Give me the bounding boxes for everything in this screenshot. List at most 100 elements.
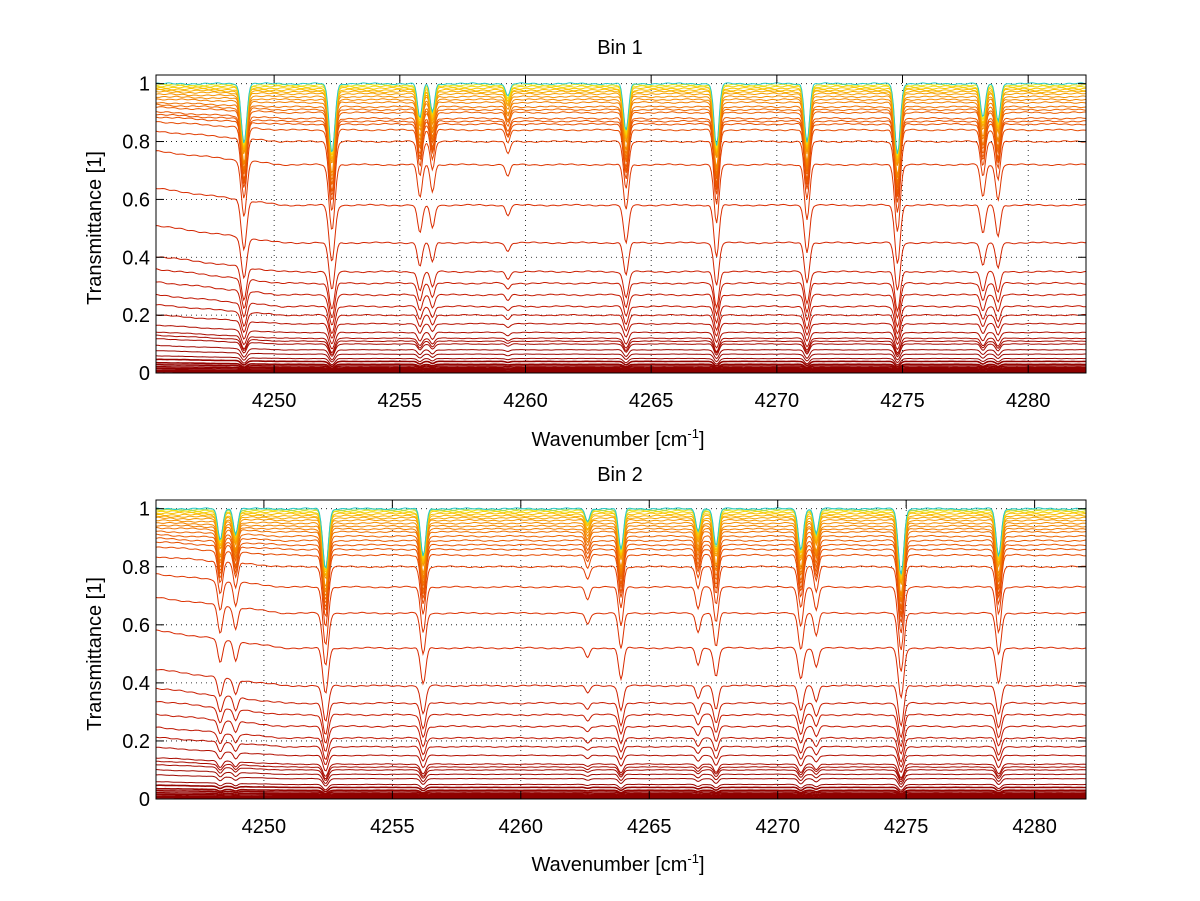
x-tick-label: 4265 bbox=[627, 816, 672, 838]
series-line bbox=[156, 764, 1086, 783]
series-line bbox=[156, 510, 1086, 578]
series-line bbox=[156, 187, 1086, 264]
series-line bbox=[156, 713, 1086, 755]
series-line bbox=[156, 513, 1086, 582]
series-line bbox=[156, 533, 1086, 611]
y-tick-label: 1 bbox=[139, 74, 150, 96]
series-line bbox=[156, 519, 1086, 595]
series-line bbox=[156, 629, 1086, 700]
series-line bbox=[156, 367, 1086, 372]
series-line bbox=[156, 793, 1086, 798]
series-line bbox=[156, 150, 1086, 232]
series-line bbox=[156, 366, 1086, 371]
y-tick-label: 0.2 bbox=[122, 731, 150, 753]
chart-bin-2: Bin 2 Transmittance [1] Wavenumber [cm-1… bbox=[84, 464, 1087, 876]
series-line bbox=[156, 95, 1086, 176]
x-tick-label: 4250 bbox=[252, 390, 297, 412]
y-tick-label: 1 bbox=[139, 499, 150, 521]
y-tick-label: 0 bbox=[139, 789, 150, 811]
chart-bin-1: Bin 1 Transmittance [1] Wavenumber [cm-1… bbox=[84, 37, 1087, 451]
y-tick-label: 0.8 bbox=[122, 557, 150, 579]
chart-title: Bin 2 bbox=[597, 464, 643, 486]
y-tick-label: 0.2 bbox=[122, 305, 150, 327]
x-tick-label: 4280 bbox=[1006, 390, 1051, 412]
plot-area: 4250 4255 4260 4265 4270 4275 4280 0 0.2 0.4 0.6 0.… bbox=[122, 499, 1087, 838]
series-line bbox=[156, 700, 1086, 748]
series-line bbox=[156, 363, 1086, 371]
series-line bbox=[156, 596, 1086, 672]
series-line bbox=[156, 102, 1086, 183]
series-line bbox=[156, 355, 1086, 366]
series-line bbox=[156, 507, 1086, 575]
series-line bbox=[156, 508, 1086, 576]
x-axis-label: Wavenumber [cm-1] bbox=[531, 851, 704, 876]
series-line bbox=[156, 338, 1086, 358]
y-tick-label: 0.4 bbox=[122, 673, 150, 695]
x-tick-label: 4270 bbox=[755, 390, 800, 412]
x-tick-label: 4260 bbox=[499, 816, 544, 838]
series-line bbox=[156, 736, 1086, 768]
y-axis-label: Transmittance [1] bbox=[84, 151, 106, 305]
series-line bbox=[156, 795, 1086, 799]
series-line bbox=[156, 344, 1086, 361]
series-line bbox=[156, 369, 1086, 373]
series-line bbox=[156, 668, 1086, 728]
series-line bbox=[156, 334, 1086, 356]
series-line bbox=[156, 784, 1086, 793]
series-line bbox=[156, 111, 1086, 193]
series-group bbox=[156, 82, 1086, 373]
series-line bbox=[156, 573, 1086, 651]
series-line bbox=[156, 687, 1086, 739]
y-tick-label: 0.6 bbox=[122, 189, 150, 211]
y-tick-label: 0 bbox=[139, 363, 150, 385]
series-line bbox=[156, 331, 1086, 354]
series-line bbox=[156, 792, 1086, 797]
series-line bbox=[156, 370, 1086, 373]
series-line bbox=[156, 116, 1086, 197]
series-line bbox=[156, 556, 1086, 634]
series-line bbox=[156, 130, 1086, 213]
series-line bbox=[156, 121, 1086, 203]
series-line bbox=[156, 225, 1086, 291]
series-line bbox=[156, 361, 1086, 369]
y-axis-label: Transmittance [1] bbox=[84, 577, 106, 731]
series-line bbox=[156, 530, 1086, 608]
series-line bbox=[156, 515, 1086, 584]
x-tick-label: 4265 bbox=[629, 390, 674, 412]
x-tick-label: 4275 bbox=[884, 816, 929, 838]
series-line bbox=[156, 350, 1086, 364]
series-line bbox=[156, 511, 1086, 579]
y-tick-label: 0.6 bbox=[122, 615, 150, 637]
series-line bbox=[156, 293, 1086, 335]
axes-frame bbox=[155, 499, 1087, 800]
series-line bbox=[156, 789, 1086, 796]
series-line bbox=[156, 541, 1086, 618]
series-line bbox=[156, 774, 1086, 788]
x-tick-label: 4250 bbox=[242, 816, 287, 838]
series-line bbox=[156, 314, 1086, 346]
series-line bbox=[156, 760, 1086, 781]
series-line bbox=[156, 781, 1086, 791]
series-line bbox=[156, 516, 1086, 585]
series-line bbox=[156, 546, 1086, 623]
x-tick-label: 4260 bbox=[503, 390, 548, 412]
series-line bbox=[156, 256, 1086, 313]
series-line bbox=[156, 757, 1086, 779]
series-line bbox=[156, 769, 1086, 785]
series-line bbox=[156, 304, 1086, 341]
series-group bbox=[156, 507, 1086, 799]
x-tick-label: 4280 bbox=[1012, 816, 1057, 838]
series-line bbox=[156, 82, 1086, 154]
series-line bbox=[156, 726, 1086, 763]
y-tick-label: 0.4 bbox=[122, 247, 150, 269]
y-tick-label: 0.8 bbox=[122, 132, 150, 154]
x-tick-label: 4255 bbox=[370, 816, 415, 838]
series-line bbox=[156, 537, 1086, 615]
series-line bbox=[156, 521, 1086, 597]
chart-title: Bin 1 bbox=[597, 37, 643, 59]
x-tick-label: 4270 bbox=[755, 816, 800, 838]
series-line bbox=[156, 746, 1086, 774]
axes-frame bbox=[155, 74, 1087, 374]
x-tick-label: 4275 bbox=[880, 390, 925, 412]
